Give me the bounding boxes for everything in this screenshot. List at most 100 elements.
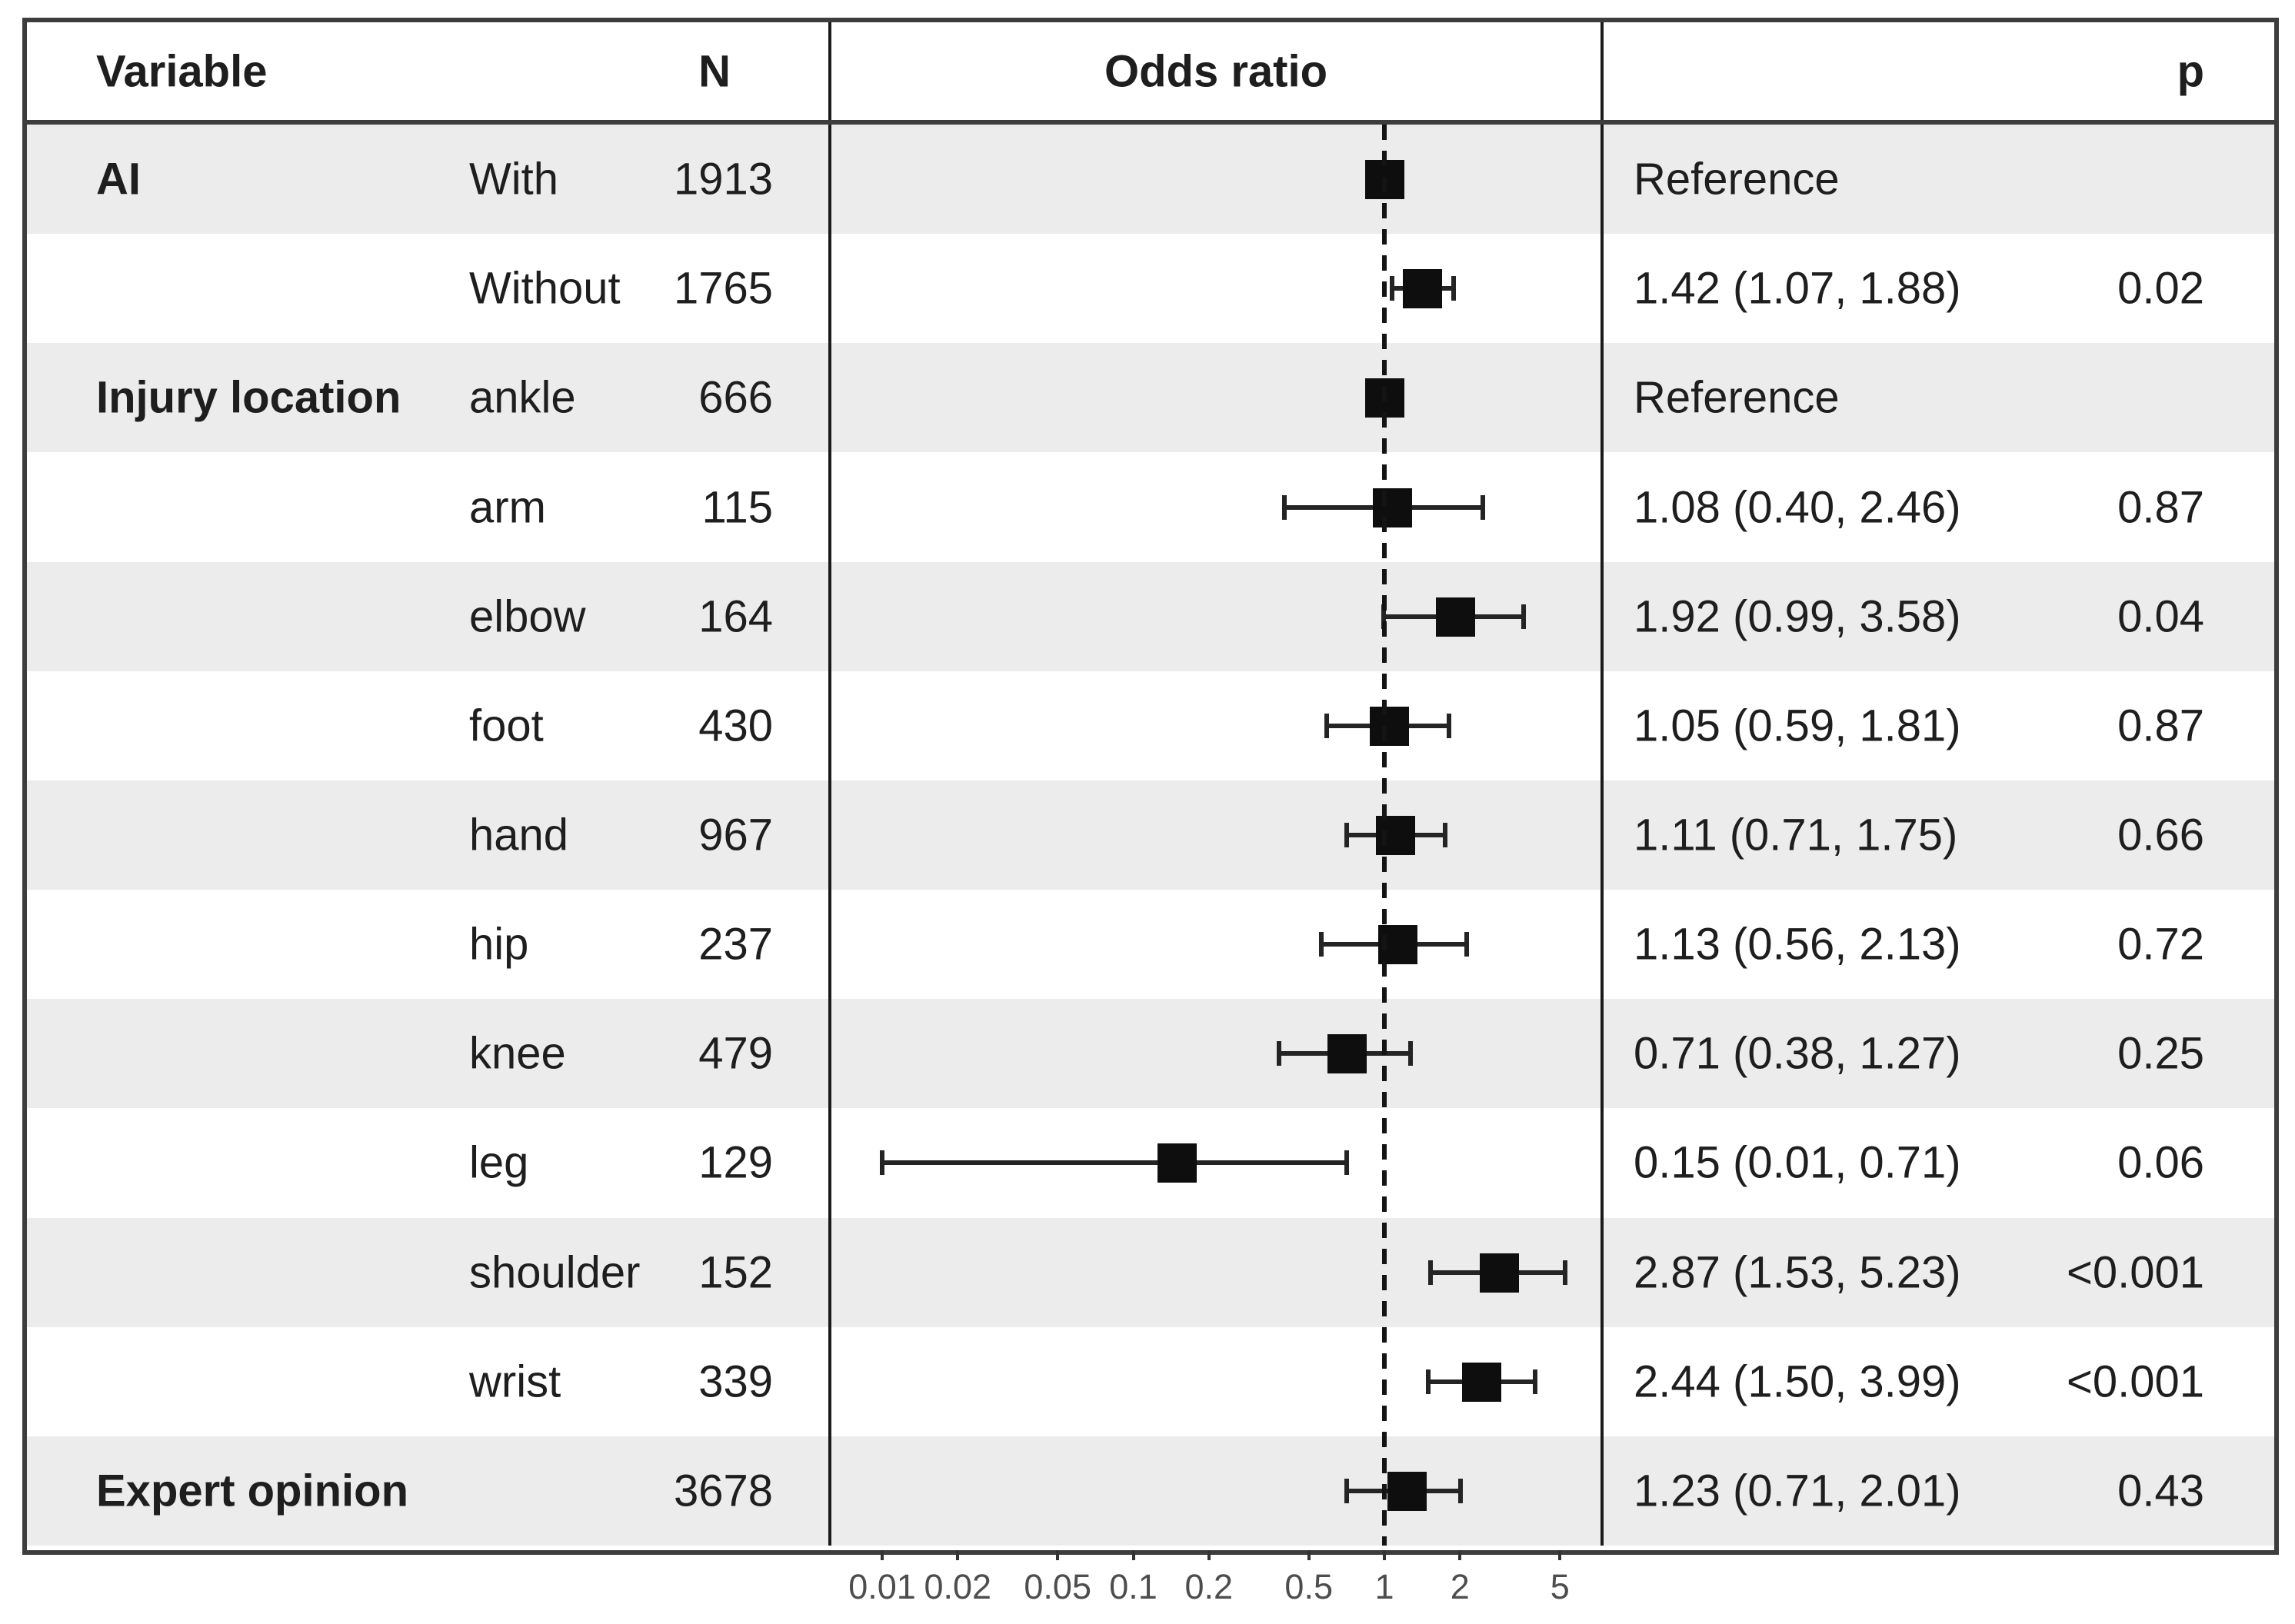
estimate-label: Reference bbox=[1634, 372, 1840, 423]
row-n-value: 666 bbox=[698, 372, 773, 423]
row-label-cell: foot 430 bbox=[27, 671, 828, 780]
ci-cap-left bbox=[1276, 1041, 1281, 1067]
plot-cell bbox=[828, 1436, 1604, 1546]
row-variable-label: Injury location bbox=[96, 372, 401, 423]
row-label-cell: knee 479 bbox=[27, 999, 828, 1109]
estimate-cell: Reference bbox=[1604, 343, 2274, 453]
row-level-label: knee bbox=[469, 1028, 566, 1079]
axis-tick bbox=[1383, 1550, 1386, 1560]
table-row: shoulder 152 2.87 (1.53, 5.23) <0.001 bbox=[27, 1217, 2274, 1327]
axis-tick-label: 2 bbox=[1450, 1567, 1470, 1606]
row-label-cell: elbow 164 bbox=[27, 561, 828, 671]
row-label-cell: Expert opinion 3678 bbox=[27, 1436, 828, 1546]
row-level-label: wrist bbox=[469, 1356, 561, 1407]
p-value: 0.06 bbox=[2117, 1137, 2204, 1188]
axis-tick bbox=[1056, 1550, 1060, 1560]
plot-cell bbox=[828, 999, 1604, 1109]
plot-cell bbox=[828, 561, 1604, 671]
row-n-value: 129 bbox=[698, 1137, 773, 1188]
row-n-value: 430 bbox=[698, 701, 773, 751]
row-n-value: 1765 bbox=[673, 263, 773, 314]
header-p-cell: p bbox=[1604, 22, 2274, 120]
axis-tick bbox=[1458, 1550, 1462, 1560]
axis-tick bbox=[956, 1550, 960, 1560]
header-odds-ratio-cell: Odds ratio bbox=[828, 22, 1604, 120]
plot-cell bbox=[828, 890, 1604, 1000]
ci-cap-left bbox=[1318, 932, 1324, 957]
p-value: <0.001 bbox=[2066, 1247, 2204, 1298]
row-level-label: hand bbox=[469, 810, 569, 860]
row-n-value: 967 bbox=[698, 810, 773, 860]
row-label-cell: wrist 339 bbox=[27, 1326, 828, 1436]
row-level-label: With bbox=[469, 154, 558, 205]
plot-cell bbox=[828, 343, 1604, 453]
estimate-cell: 1.42 (1.07, 1.88) 0.02 bbox=[1604, 234, 2274, 344]
estimate-cell: 1.05 (0.59, 1.81) 0.87 bbox=[1604, 671, 2274, 780]
row-level-label: ankle bbox=[469, 372, 576, 423]
ci-cap-right bbox=[1457, 1478, 1463, 1503]
table-row: hand 967 1.11 (0.71, 1.75) 0.66 bbox=[27, 780, 2274, 890]
ci-cap-left bbox=[1344, 823, 1350, 848]
estimate-label: 0.15 (0.01, 0.71) bbox=[1634, 1137, 1961, 1188]
ci-cap-left bbox=[1426, 1369, 1431, 1394]
row-level-label: leg bbox=[469, 1137, 529, 1188]
reference-line bbox=[1382, 125, 1387, 1546]
ci-cap-left bbox=[1344, 1478, 1350, 1503]
p-value: 0.87 bbox=[2117, 482, 2204, 533]
row-label-cell: hip 237 bbox=[27, 890, 828, 1000]
p-value: 0.43 bbox=[2117, 1466, 2204, 1516]
table-row: foot 430 1.05 (0.59, 1.81) 0.87 bbox=[27, 671, 2274, 780]
row-label-cell: hand 967 bbox=[27, 780, 828, 890]
table-row: AI With 1913 Reference bbox=[27, 125, 2274, 235]
x-axis: 0.01 0.02 0.05 0.1 0.2 0.5 1 2 5 bbox=[831, 1550, 1601, 1624]
ci-cap-right bbox=[1533, 1369, 1538, 1394]
table-row: Without 1765 1.42 (1.07, 1.88) 0.02 bbox=[27, 234, 2274, 344]
odds-ratio-marker bbox=[1157, 1143, 1197, 1183]
table-row: knee 479 0.71 (0.38, 1.27) 0.25 bbox=[27, 999, 2274, 1109]
table-row: wrist 339 2.44 (1.50, 3.99) <0.001 bbox=[27, 1326, 2274, 1436]
estimate-label: 1.08 (0.40, 2.46) bbox=[1634, 482, 1961, 533]
header-n-label: N bbox=[698, 46, 731, 96]
row-level-label: elbow bbox=[469, 591, 586, 642]
row-level-label: foot bbox=[469, 701, 544, 751]
table-row: arm 115 1.08 (0.40, 2.46) 0.87 bbox=[27, 452, 2274, 562]
estimate-label: 1.05 (0.59, 1.81) bbox=[1634, 701, 1961, 751]
plot-cell bbox=[828, 780, 1604, 890]
ci-cap-right bbox=[1562, 1260, 1567, 1285]
row-label-cell: AI With 1913 bbox=[27, 125, 828, 235]
estimate-cell: 1.11 (0.71, 1.75) 0.66 bbox=[1604, 780, 2274, 890]
plot-cell bbox=[828, 452, 1604, 562]
estimate-cell: 2.87 (1.53, 5.23) <0.001 bbox=[1604, 1217, 2274, 1327]
ci-cap-right bbox=[1443, 823, 1448, 848]
estimate-label: 0.71 (0.38, 1.27) bbox=[1634, 1028, 1961, 1079]
axis-tick bbox=[881, 1550, 884, 1560]
row-variable-label: Expert opinion bbox=[96, 1466, 408, 1516]
row-level-label: arm bbox=[469, 482, 546, 533]
estimate-cell: Reference bbox=[1604, 125, 2274, 235]
axis-tick-label: 0.5 bbox=[1284, 1567, 1333, 1606]
row-label-cell: leg 129 bbox=[27, 1108, 828, 1218]
row-label-cell: shoulder 152 bbox=[27, 1217, 828, 1327]
ci-cap-right bbox=[1521, 604, 1526, 629]
ci-cap-right bbox=[1480, 494, 1485, 520]
ci-cap-right bbox=[1464, 932, 1470, 957]
odds-ratio-marker bbox=[1327, 1034, 1367, 1074]
estimate-label: 2.87 (1.53, 5.23) bbox=[1634, 1247, 1961, 1298]
estimate-cell: 0.15 (0.01, 0.71) 0.06 bbox=[1604, 1108, 2274, 1218]
plot-cell bbox=[828, 125, 1604, 235]
p-value: 0.04 bbox=[2117, 591, 2204, 642]
plot-cell bbox=[828, 234, 1604, 344]
axis-tick-label: 0.02 bbox=[924, 1567, 992, 1606]
estimate-label: 1.42 (1.07, 1.88) bbox=[1634, 263, 1961, 314]
ci-whisker bbox=[882, 1160, 1347, 1166]
p-value: 0.66 bbox=[2117, 810, 2204, 860]
plot-cell bbox=[828, 671, 1604, 780]
row-n-value: 339 bbox=[698, 1356, 773, 1407]
row-level-label: shoulder bbox=[469, 1247, 641, 1298]
row-n-value: 237 bbox=[698, 919, 773, 970]
odds-ratio-marker bbox=[1479, 1253, 1519, 1293]
p-value: 0.25 bbox=[2117, 1028, 2204, 1079]
axis-tick-label: 0.1 bbox=[1109, 1567, 1157, 1606]
estimate-label: 2.44 (1.50, 3.99) bbox=[1634, 1356, 1961, 1407]
